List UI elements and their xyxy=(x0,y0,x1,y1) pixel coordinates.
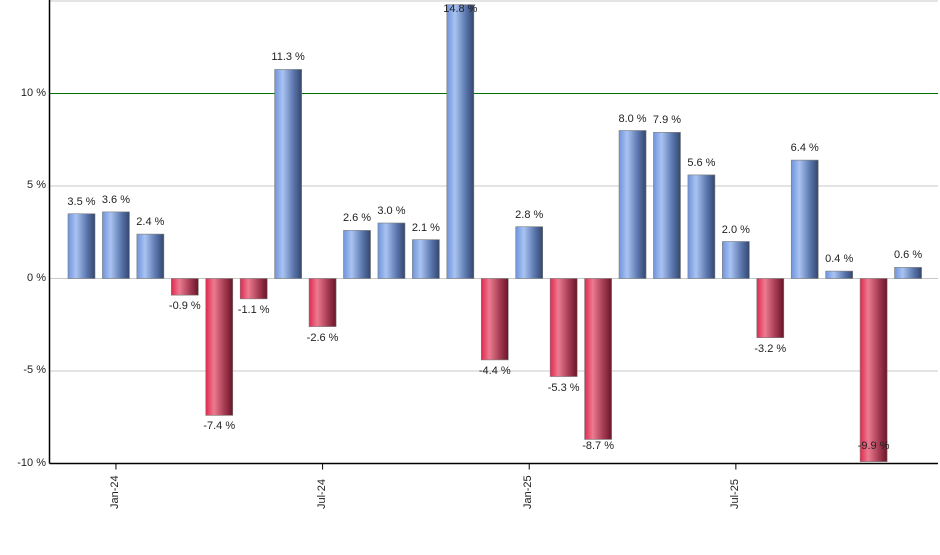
bar-Aug-24 xyxy=(343,230,371,279)
value-label: -2.6 % xyxy=(306,331,339,344)
value-label: -7.4 % xyxy=(203,420,236,433)
axes xyxy=(48,0,938,470)
value-label: -1.1 % xyxy=(237,303,270,316)
bar-Dec-24 xyxy=(480,278,509,361)
bar-Oct-24 xyxy=(412,239,440,279)
value-label: 2.1 % xyxy=(411,221,440,234)
value-label: 8.0 % xyxy=(618,112,647,125)
value-label: -4.4 % xyxy=(478,364,511,377)
value-label: 7.9 % xyxy=(652,114,682,127)
value-label: 0.4 % xyxy=(825,253,854,266)
bar-Feb-25 xyxy=(549,278,578,377)
bar-Nov-24 xyxy=(446,4,475,279)
value-label: 2.8 % xyxy=(515,208,544,221)
value-label: 3.5 % xyxy=(67,195,96,208)
value-label: 2.6 % xyxy=(342,212,372,225)
y-tick-label: 5 % xyxy=(27,179,46,191)
value-label: 2.4 % xyxy=(136,216,165,229)
y-tick-label: -10 % xyxy=(17,456,46,469)
bar-Jul-24 xyxy=(308,278,337,327)
bar-Jun-25 xyxy=(687,174,716,279)
bar-May-25 xyxy=(653,132,681,279)
bars xyxy=(67,4,922,462)
value-label: -8.7 % xyxy=(582,440,614,452)
value-label: -0.9 % xyxy=(168,300,201,313)
bar-Jan-25 xyxy=(515,226,544,279)
bar-Oct-25 xyxy=(825,270,853,279)
bar-Feb-24 xyxy=(136,233,165,279)
y-tick-label: 10 % xyxy=(20,86,46,99)
bar-Apr-25 xyxy=(618,130,647,279)
x-tick-label: Jul-25 xyxy=(728,478,741,509)
value-label: 0.6 % xyxy=(893,249,923,262)
bar-Jun-24 xyxy=(274,69,302,279)
x-tick-label: Jan-24 xyxy=(108,474,121,509)
x-tick-label: Jan-25 xyxy=(522,474,535,509)
value-label: 6.4 % xyxy=(790,142,819,155)
bar-Dec-25 xyxy=(894,267,922,279)
value-label: 2.0 % xyxy=(721,223,750,236)
value-label: -3.2 % xyxy=(754,342,787,355)
x-tick-label: Jul-24 xyxy=(315,478,328,509)
bar-Jan-24 xyxy=(102,211,130,279)
bar-Mar-24 xyxy=(171,278,199,296)
value-label: -9.9 % xyxy=(857,440,890,452)
bar-Dec-23 xyxy=(67,213,96,279)
bar-Nov-25 xyxy=(859,278,888,462)
value-label: 5.6 % xyxy=(687,156,716,169)
bar-Jul-25 xyxy=(722,241,750,279)
bar-Sep-24 xyxy=(377,222,406,279)
bar-May-24 xyxy=(239,278,268,300)
bar-Sep-25 xyxy=(790,159,819,279)
value-label: 3.0 % xyxy=(377,205,406,217)
y-tick-label: -5 % xyxy=(23,364,46,376)
value-label: -5.3 % xyxy=(547,381,580,394)
y-tick-label: 0 % xyxy=(27,271,46,284)
value-label: 3.6 % xyxy=(101,193,130,206)
bar-Apr-24 xyxy=(205,278,234,416)
value-label: 14.8 % xyxy=(443,3,478,15)
value-label: 11.3 % xyxy=(271,51,305,64)
bar-Aug-25 xyxy=(756,278,785,339)
bar-Mar-25 xyxy=(584,278,612,440)
